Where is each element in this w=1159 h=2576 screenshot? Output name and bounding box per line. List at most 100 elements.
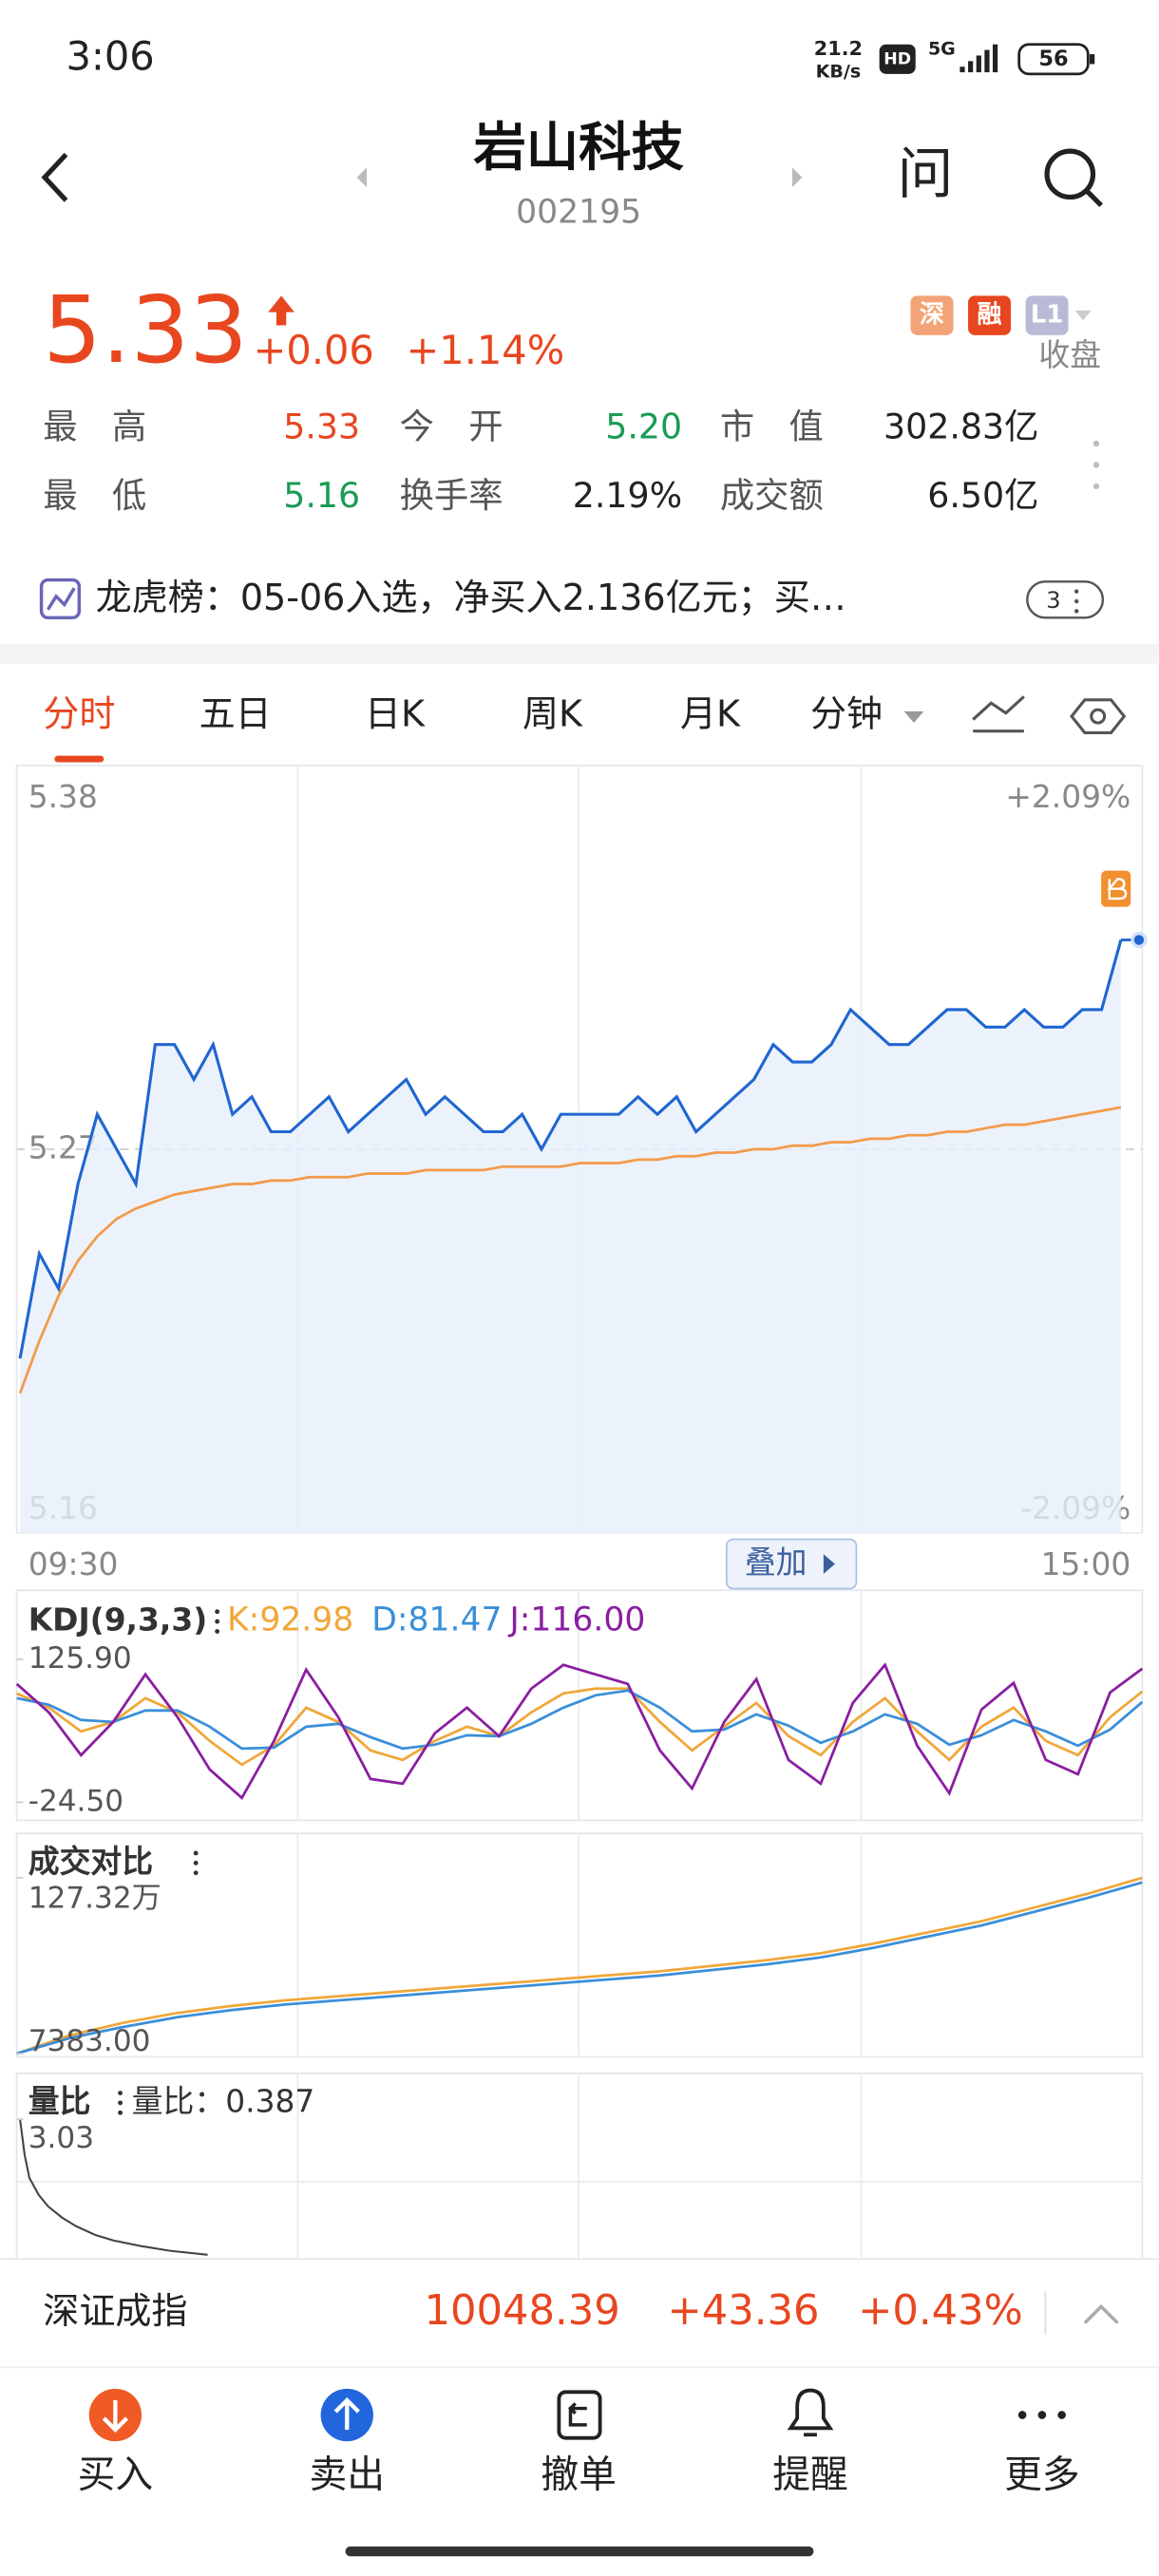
stat-label: 市 值 bbox=[720, 406, 824, 446]
back-button[interactable] bbox=[41, 152, 68, 202]
panel-dot bbox=[118, 2100, 124, 2106]
tab[interactable]: 月K bbox=[680, 693, 741, 735]
buy-arrow bbox=[102, 2399, 129, 2434]
notice-text[interactable]: 龙虎榜：05-06入选，净买入2.136亿元；买… bbox=[96, 577, 846, 618]
prev-stock[interactable] bbox=[356, 167, 368, 188]
notice-icon-line bbox=[47, 587, 76, 611]
tag: 深 bbox=[920, 301, 944, 330]
tag: L1 bbox=[1031, 301, 1064, 330]
label: KB/s bbox=[816, 62, 862, 83]
stat-label: 最 高 bbox=[43, 406, 146, 446]
expand-icon[interactable] bbox=[1083, 2303, 1119, 2324]
y-tick-label: 5.38 bbox=[28, 778, 98, 815]
panel-dot bbox=[193, 1860, 199, 1866]
settings-center bbox=[1090, 708, 1107, 725]
ask-button[interactable]: 问 bbox=[898, 141, 954, 206]
tab-underline bbox=[54, 755, 104, 763]
nav-button[interactable]: 更多 bbox=[1004, 2453, 1080, 2497]
more-dot bbox=[1037, 2411, 1047, 2419]
legend-entry: J:116.00 bbox=[507, 1601, 645, 1639]
y-tick-label: 7383.00 bbox=[28, 2024, 151, 2058]
home-indicator bbox=[345, 2546, 814, 2557]
vol-line bbox=[16, 1881, 1143, 2055]
signal-bar bbox=[976, 55, 981, 73]
change-pct: +1.14% bbox=[407, 327, 565, 373]
stat-label: 最 低 bbox=[43, 475, 146, 516]
stat-value: 5.16 bbox=[283, 475, 360, 516]
tab-dropdown bbox=[903, 710, 924, 724]
more-dot bbox=[1092, 440, 1100, 447]
panel-dot bbox=[215, 1629, 220, 1634]
change: +0.06 bbox=[254, 327, 374, 373]
battery bbox=[1017, 43, 1090, 76]
badge-count: 3 bbox=[1046, 587, 1060, 614]
stock-code: 002195 bbox=[516, 193, 641, 231]
panel-dot bbox=[193, 1850, 199, 1856]
overlay-label[interactable]: 叠加 bbox=[745, 1544, 808, 1581]
kdj-line bbox=[15, 1662, 1144, 1801]
tag-dropdown bbox=[1074, 310, 1092, 321]
overlay-button[interactable] bbox=[725, 1538, 858, 1590]
nav-button[interactable]: 提醒 bbox=[772, 2453, 848, 2497]
index-change: +43.36 bbox=[668, 2287, 820, 2335]
legend-entry: K:92.98 bbox=[227, 1601, 353, 1639]
search-handle bbox=[1084, 188, 1103, 208]
y-tick-label: 3.03 bbox=[28, 2121, 94, 2155]
y-tick-label: 125.90 bbox=[28, 1641, 132, 1676]
tab[interactable]: 五日 bbox=[200, 693, 272, 735]
notice-icon bbox=[39, 578, 82, 620]
x-tick-label: 09:30 bbox=[28, 1545, 119, 1582]
legend-entry: 量比：0.387 bbox=[132, 2082, 315, 2119]
tag-bg bbox=[968, 295, 1012, 335]
up-arrow bbox=[268, 295, 294, 326]
badge-dot bbox=[1074, 609, 1079, 614]
tab[interactable]: 分钟 bbox=[810, 693, 883, 735]
label: 56 bbox=[1038, 47, 1068, 71]
signal-bar bbox=[984, 49, 990, 73]
nav-button[interactable]: 买入 bbox=[78, 2453, 154, 2497]
last-dot bbox=[1130, 931, 1148, 949]
y-tick-label: -24.50 bbox=[28, 1784, 124, 1818]
divider-band bbox=[0, 644, 1159, 664]
stat-label: 今 开 bbox=[400, 406, 504, 446]
price-line bbox=[18, 939, 1123, 1359]
tab[interactable]: 分时 bbox=[43, 693, 115, 735]
panel-dot bbox=[193, 1870, 199, 1876]
b-marker-glyph bbox=[1107, 878, 1128, 900]
more-dot bbox=[1017, 2411, 1027, 2419]
cancel-glyph bbox=[568, 2402, 587, 2427]
overlay-arrow bbox=[823, 1554, 835, 1574]
price-area bbox=[20, 939, 1121, 1533]
more-dot bbox=[1057, 2411, 1066, 2419]
nav-button[interactable]: 撤单 bbox=[541, 2453, 617, 2497]
y2-tick-label: +2.09% bbox=[1005, 778, 1130, 815]
cancel-icon bbox=[557, 2390, 602, 2440]
indicator-icon[interactable] bbox=[972, 695, 1025, 733]
vol-line bbox=[16, 1876, 1143, 2055]
stat-value: 302.83亿 bbox=[884, 406, 1038, 446]
stat-value: 5.33 bbox=[283, 406, 360, 446]
stat-label: 成交额 bbox=[720, 475, 824, 516]
panel-dot bbox=[118, 2091, 124, 2095]
stat-label: 换手率 bbox=[400, 475, 504, 516]
tab[interactable]: 周K bbox=[522, 693, 583, 735]
signal-bar bbox=[968, 61, 974, 73]
nav-button[interactable]: 卖出 bbox=[309, 2453, 385, 2497]
badge-dot bbox=[1074, 589, 1079, 594]
panel-title: KDJ(9,3,3) bbox=[28, 1601, 208, 1638]
index-value: 10048.39 bbox=[425, 2287, 620, 2335]
legend-entry: D:81.47 bbox=[371, 1601, 502, 1639]
label: HD bbox=[884, 49, 911, 68]
notice-badge bbox=[1026, 580, 1105, 619]
tab[interactable]: 日K bbox=[365, 693, 426, 735]
panel-dot bbox=[215, 1619, 220, 1624]
x-tick-label: 15:00 bbox=[1041, 1545, 1131, 1582]
badge-dot bbox=[1074, 598, 1079, 604]
panel-title: 成交对比 bbox=[28, 1843, 153, 1880]
settings-icon[interactable] bbox=[1070, 698, 1127, 734]
index-pct: +0.43% bbox=[858, 2287, 1023, 2335]
next-stock[interactable] bbox=[791, 167, 803, 188]
kdj-line bbox=[16, 1689, 1144, 1751]
search-icon[interactable] bbox=[1044, 148, 1096, 200]
